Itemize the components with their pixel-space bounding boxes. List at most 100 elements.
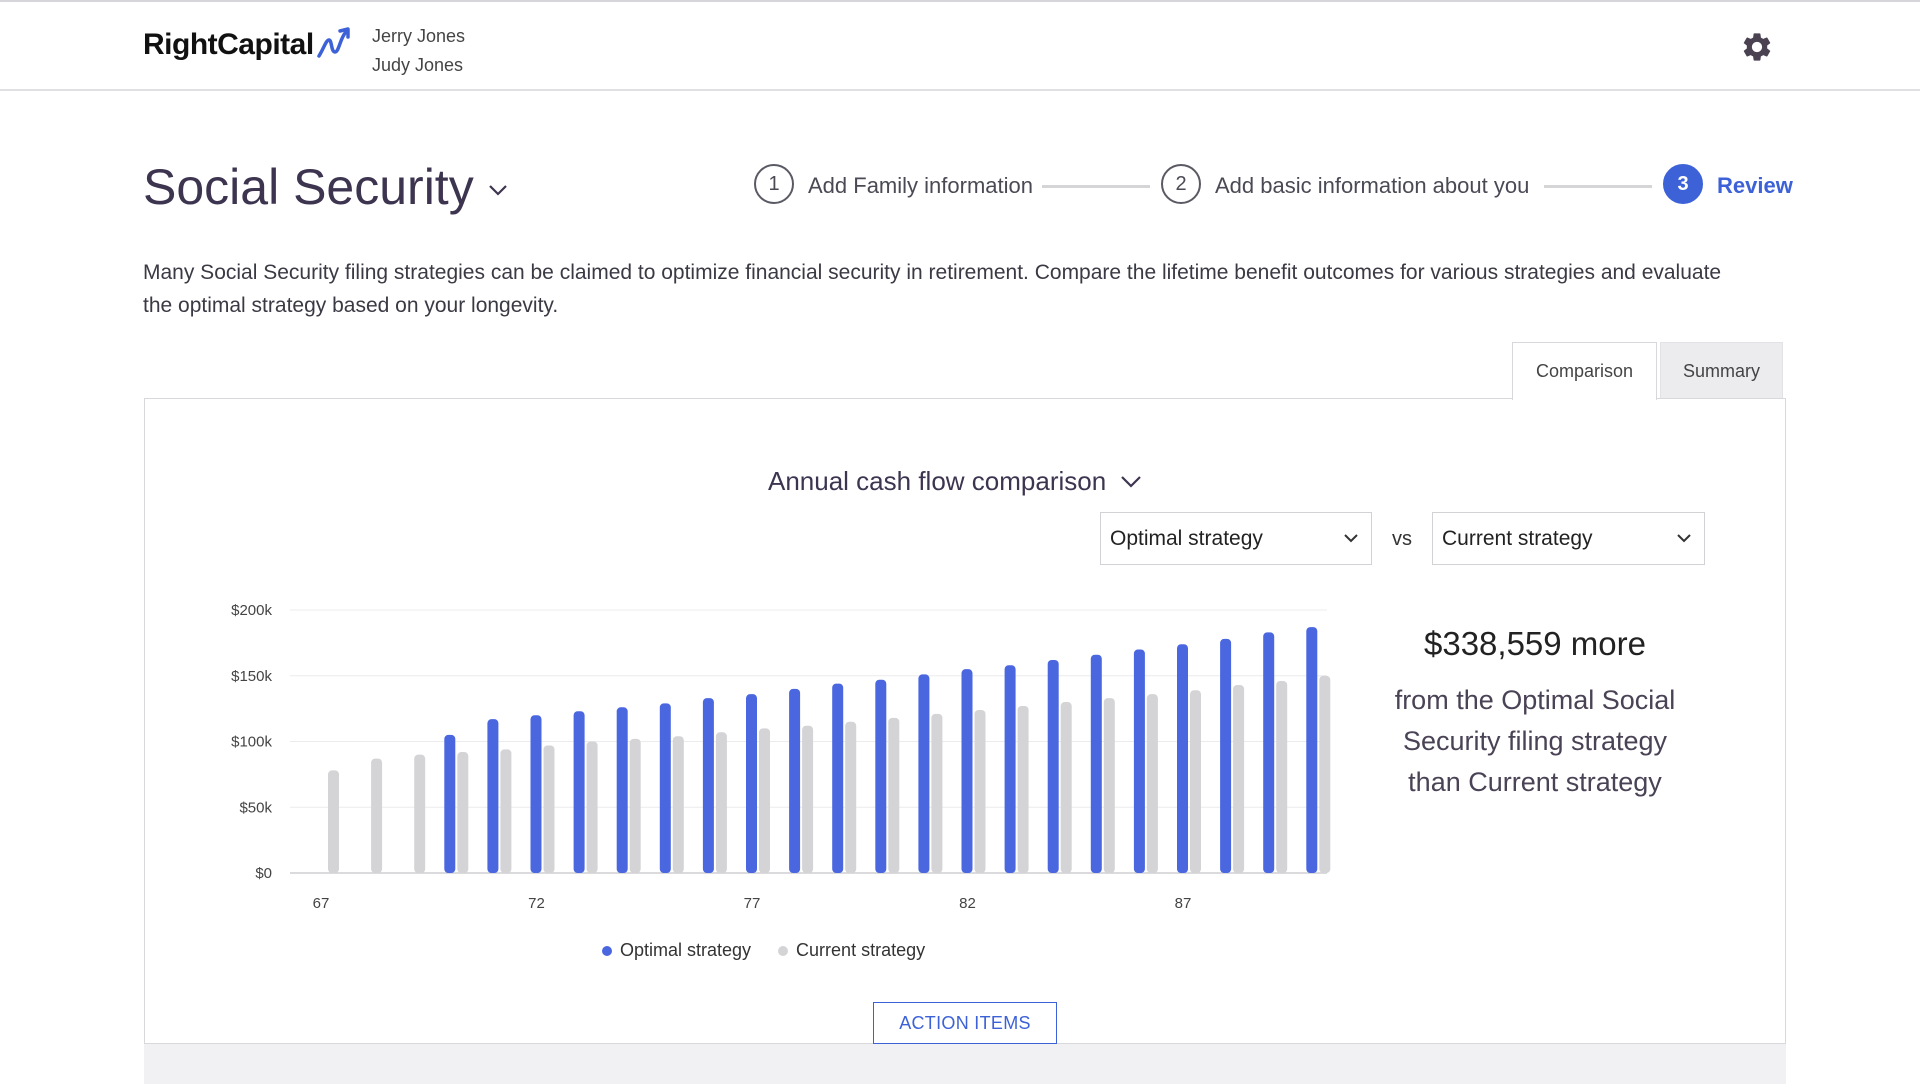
summary-line-1: from the Optimal Social (1394, 685, 1676, 715)
x-tick-label: 77 (744, 895, 761, 912)
page-description: Many Social Security filing strategies c… (143, 261, 1722, 317)
step-2-label[interactable]: Add basic information about you (1215, 173, 1530, 198)
step-1-circle[interactable]: 1 (754, 164, 794, 204)
summary-line-2: Security filing strategy (1402, 726, 1668, 756)
bar-optimal (1047, 659, 1059, 873)
tab-comparison[interactable]: Comparison (1512, 342, 1657, 400)
step-3-label[interactable]: Review (1717, 173, 1793, 198)
client-name-2: Judy Jones (372, 55, 464, 75)
bar-current (629, 738, 641, 873)
step-connector-1 (1042, 185, 1150, 188)
bar-optimal (1177, 644, 1188, 873)
page-title-text: Social Security (143, 159, 474, 215)
step-1-label[interactable]: Add Family information (808, 173, 1033, 198)
strategy-b-select[interactable]: Current strategy (1432, 512, 1705, 565)
chevron-down-icon (1677, 534, 1691, 543)
bar-current (888, 717, 900, 873)
benefit-difference-description: from the Optimal Social Security filing … (1370, 680, 1700, 803)
x-tick-label: 67 (313, 895, 330, 912)
app-header: RightCapital Jerry Jones Judy Jones (0, 2, 1920, 91)
chart-type-dropdown[interactable]: Annual cash flow comparison (768, 466, 1142, 497)
bar-optimal (616, 707, 628, 873)
bar-current (328, 770, 339, 873)
step-connector-2 (1544, 185, 1652, 188)
bar-optimal (487, 719, 499, 873)
bar-current (414, 754, 426, 873)
bar-current (1233, 684, 1245, 873)
legend-dot-current (778, 945, 789, 956)
legend-item-optimal[interactable]: Optimal strategy (602, 940, 751, 961)
annual-cash-flow-chart: $0 $50k $100k $150k $200k 67 72 77 82 87 (231, 602, 1331, 912)
logo-text: RightCapital (143, 28, 314, 61)
bar-current (1060, 702, 1072, 873)
bar-optimal (918, 674, 930, 873)
rightcapital-logo[interactable]: RightCapital (143, 27, 354, 62)
bar-current (586, 741, 598, 873)
bar-current (1190, 690, 1201, 873)
bar-current (500, 749, 512, 873)
bar-current (543, 745, 555, 873)
bar-current (457, 752, 469, 873)
bar-current (845, 721, 857, 873)
bar-optimal (1263, 632, 1275, 873)
summary-line-3: than Current strategy (1408, 767, 1662, 797)
chevron-down-icon (1121, 476, 1141, 488)
bar-current (931, 713, 943, 873)
client-name-1: Jerry Jones (372, 26, 466, 46)
chart-type-label: Annual cash flow comparison (768, 466, 1107, 496)
y-tick-label: $50k (239, 799, 272, 816)
panel-footer-band (144, 1044, 1786, 1084)
trend-arrow-icon (316, 27, 350, 58)
strategy-a-value: Optimal strategy (1110, 526, 1263, 550)
strategy-a-select[interactable]: Optimal strategy (1100, 512, 1372, 565)
bar-current (1017, 705, 1029, 873)
legend-item-current[interactable]: Current strategy (778, 940, 925, 961)
x-tick-label: 87 (1175, 895, 1192, 912)
bar-optimal (573, 711, 585, 873)
tab-summary[interactable]: Summary (1660, 342, 1783, 399)
legend-dot-optimal (602, 945, 612, 956)
action-items-button[interactable]: ACTION ITEMS (873, 1002, 1057, 1044)
x-tick-label: 72 (528, 895, 545, 912)
progress-stepper: 1 Add Family information 2 Add basic inf… (0, 164, 1920, 210)
x-tick-label: 82 (959, 895, 976, 912)
bar-optimal (961, 669, 973, 873)
top-border (0, 0, 1920, 2)
bar-current (1276, 681, 1288, 873)
chevron-down-icon[interactable] (488, 184, 508, 196)
bar-optimal (702, 698, 714, 873)
bar-optimal (1220, 638, 1232, 873)
benefit-difference-amount: $338,559 more (1424, 625, 1646, 662)
y-tick-label: $150k (231, 668, 272, 685)
bar-current (802, 725, 814, 873)
client-names: Jerry Jones Judy Jones (372, 22, 465, 80)
strategy-b-value: Current strategy (1442, 526, 1593, 550)
bar-current (759, 728, 770, 873)
bar-optimal (1306, 627, 1318, 873)
bar-current (371, 758, 383, 873)
step-2-circle[interactable]: 2 (1161, 164, 1201, 204)
vs-label: vs (1392, 528, 1412, 550)
gear-icon[interactable] (1740, 30, 1774, 64)
bar-current (974, 709, 986, 873)
chevron-down-icon (1344, 534, 1358, 543)
bar-current (1146, 694, 1158, 873)
bar-optimal (1133, 649, 1145, 873)
bar-optimal (875, 679, 887, 873)
y-tick-label: $100k (231, 734, 272, 751)
bar-optimal (659, 703, 671, 873)
bar-optimal (530, 715, 542, 873)
step-3-circle[interactable]: 3 (1663, 164, 1703, 204)
legend-label-current: Current strategy (796, 940, 926, 960)
bar-optimal (746, 694, 757, 873)
bar-optimal (1004, 665, 1016, 873)
bar-optimal (789, 688, 801, 873)
page-title[interactable]: Social Security (143, 158, 508, 216)
legend-label-optimal: Optimal strategy (620, 940, 752, 960)
chart-legend: Optimal strategy Current strategy (602, 940, 952, 961)
y-tick-label: $0 (255, 865, 272, 882)
bar-current (672, 736, 684, 873)
bar-current (1319, 675, 1331, 873)
bar-current (715, 732, 727, 873)
bar-optimal (444, 734, 456, 873)
